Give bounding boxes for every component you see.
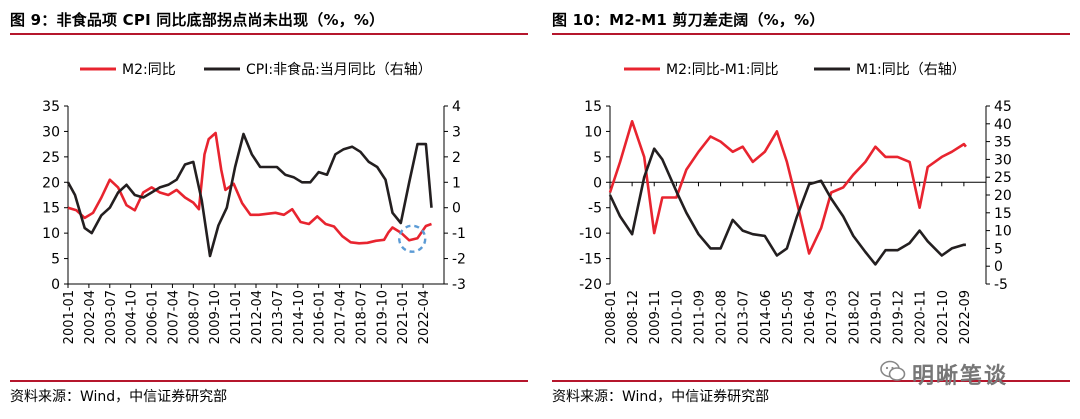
x-tick-label: 2003-07	[104, 290, 119, 344]
chart-panel-left: 图 9：非食品项 CPI 同比底部拐点尚未出现（%，%） M2:同比 CPI:非食…	[10, 0, 538, 419]
series-line	[608, 120, 967, 255]
series-line	[608, 147, 966, 266]
x-tick-label: 2010-10	[670, 290, 685, 344]
y-tick-label-right: -2	[452, 252, 466, 268]
highlight-circle	[398, 224, 427, 253]
y-tick-label-left: -20	[579, 277, 602, 293]
chart-title-right: 图 10：M2-M1 剪刀差走阔（%，%）	[552, 11, 825, 29]
y-tick-label-right: 5	[994, 241, 1003, 257]
y-tick-label-left: -5	[588, 201, 602, 217]
y-tick-label-left: 0	[51, 277, 60, 293]
x-tick-label: 2013-07	[737, 290, 752, 344]
y-tick-label-left: 10	[584, 124, 602, 140]
y-tick-label-right: 30	[994, 152, 1012, 168]
chart-left: M2:同比 CPI:非食品:当月同比（右轴）05101520253035-3-2-…	[42, 61, 466, 344]
x-tick-label: 2008-12	[626, 290, 641, 344]
title-rule-left	[10, 33, 528, 35]
y-tick-label-right: 25	[994, 170, 1012, 186]
x-tick-label: 2019-12	[892, 290, 907, 344]
x-tick-label: 2012-08	[715, 290, 730, 344]
x-tick-label: 2013-07	[271, 290, 286, 344]
x-tick-label: 2008-01	[604, 290, 619, 344]
y-tick-label-right: 10	[994, 224, 1012, 240]
y-tick-label-right: 40	[994, 117, 1012, 133]
y-tick-label-right: -3	[452, 277, 466, 293]
watermark-text: 明晰笔谈	[912, 364, 1009, 389]
y-tick-label-right: 35	[994, 135, 1012, 151]
chart-title-left: 图 9：非食品项 CPI 同比底部拐点尚未出现（%，%）	[10, 11, 385, 29]
source-note-right: 资料来源：Wind，中信证券研究部	[552, 389, 770, 405]
y-tick-label-left: 5	[593, 150, 602, 166]
x-tick-label: 2021-01	[396, 290, 411, 344]
x-tick-label: 2009-10	[208, 290, 223, 344]
legend-label: M1:同比（右轴）	[856, 62, 966, 78]
x-tick-label: 2014-06	[759, 290, 774, 344]
x-tick-label: 2015-05	[781, 290, 796, 344]
y-tick-label-right: 45	[994, 99, 1012, 115]
x-tick-label: 2017-03	[825, 290, 840, 344]
x-tick-label: 2007-04	[166, 290, 181, 344]
x-tick-label: 2008-07	[187, 290, 202, 344]
y-tick-label-left: -15	[579, 252, 602, 268]
y-tick-label-right: 1	[452, 175, 461, 191]
x-tick-label: 2014-10	[292, 290, 307, 344]
x-tick-label: 2004-10	[125, 290, 140, 344]
x-tick-label: 2022-04	[417, 290, 432, 344]
y-tick-label-right: 0	[452, 201, 461, 217]
chart-panel-right: 图 10：M2-M1 剪刀差走阔（%，%） M2:同比-M1:同比 M1:同比（右…	[552, 0, 1080, 419]
x-tick-label: 2019-10	[375, 290, 390, 344]
legend-label: M2:同比	[122, 62, 176, 78]
x-tick-label: 2016-04	[803, 290, 818, 344]
y-tick-label-left: 15	[584, 99, 602, 115]
x-tick-label: 2019-01	[869, 290, 884, 344]
source-note-left: 资料来源：Wind，中信证券研究部	[10, 389, 228, 405]
x-tick-label: 2001-01	[62, 290, 77, 344]
y-tick-label-right: -1	[452, 226, 466, 242]
legend-label: CPI:非食品:当月同比（右轴）	[246, 61, 432, 78]
y-tick-label-left: 20	[42, 175, 60, 191]
y-tick-label-right: 0	[994, 259, 1003, 275]
y-tick-label-left: 25	[42, 150, 60, 166]
x-tick-label: 2012-04	[250, 290, 265, 344]
y-tick-label-right: -5	[994, 277, 1008, 293]
x-tick-label: 2011-01	[229, 290, 244, 344]
series-line	[67, 131, 432, 245]
y-tick-label-right: 15	[994, 206, 1012, 222]
x-tick-label: 2022-09	[958, 290, 973, 344]
legend-label: M2:同比-M1:同比	[666, 62, 778, 78]
wechat-icon	[880, 360, 906, 381]
y-tick-label-left: -10	[579, 226, 602, 242]
x-tick-label: 2002-04	[83, 290, 98, 344]
y-tick-label-left: 35	[42, 99, 60, 115]
x-tick-label: 2018-07	[354, 290, 369, 344]
x-tick-label: 2016-01	[313, 290, 328, 344]
y-tick-label-left: 15	[42, 201, 60, 217]
y-tick-label-left: 5	[51, 252, 60, 268]
source-rule-left	[10, 380, 528, 382]
source-rule-right	[552, 380, 1070, 382]
x-tick-label: 2017-04	[334, 290, 349, 344]
chart-right: M2:同比-M1:同比 M1:同比（右轴）-20-15-10-5051015-50…	[579, 62, 1012, 344]
y-tick-label-left: 10	[42, 226, 60, 242]
x-tick-label: 2009-11	[648, 290, 663, 344]
y-tick-label-right: 2	[452, 150, 461, 166]
y-tick-label-left: 30	[42, 124, 60, 140]
y-tick-label-right: 4	[452, 99, 461, 115]
y-tick-label-right: 3	[452, 124, 461, 140]
y-tick-label-left: 0	[593, 175, 602, 191]
title-rule-right	[552, 33, 1070, 35]
y-tick-label-right: 20	[994, 188, 1012, 204]
x-tick-label: 2011-09	[692, 290, 707, 344]
x-tick-label: 2021-10	[936, 290, 951, 344]
series-line	[66, 132, 433, 258]
x-tick-label: 2006-01	[146, 290, 161, 344]
x-tick-label: 2018-02	[847, 290, 862, 344]
x-tick-label: 2020-11	[914, 290, 929, 344]
